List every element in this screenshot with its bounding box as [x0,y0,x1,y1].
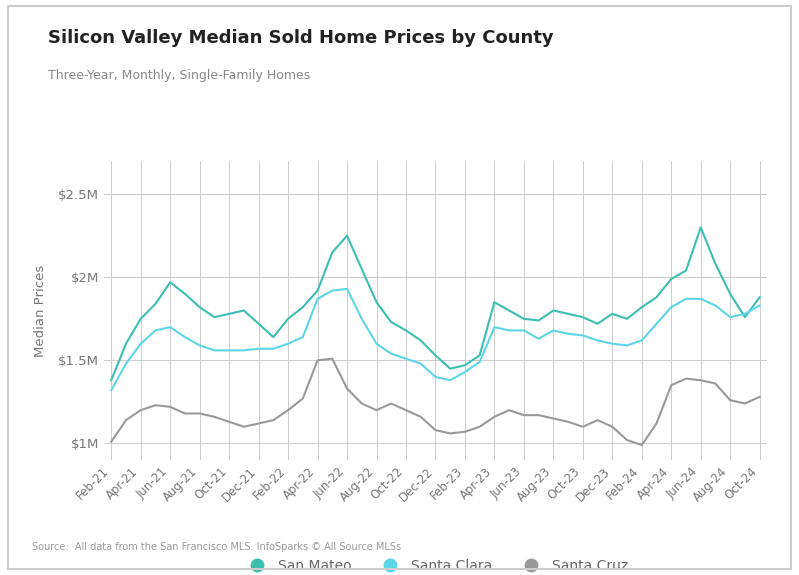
Text: Three-Year, Monthly, Single-Family Homes: Three-Year, Monthly, Single-Family Homes [48,69,310,82]
Text: Silicon Valley Median Sold Home Prices by County: Silicon Valley Median Sold Home Prices b… [48,29,554,47]
Text: Source:  All data from the San Francisco MLS. InfoSparks © All Source MLSs: Source: All data from the San Francisco … [32,542,401,552]
Legend: San Mateo, Santa Clara, Santa Cruz: San Mateo, Santa Clara, Santa Cruz [237,554,634,575]
Y-axis label: Median Prices: Median Prices [34,264,47,356]
